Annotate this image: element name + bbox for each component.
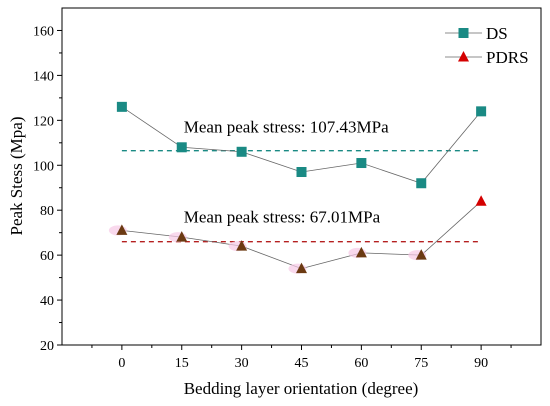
reference-lines — [121, 149, 482, 243]
y-tick-label: 40 — [40, 294, 54, 309]
y-tick-label: 140 — [33, 69, 54, 84]
x-tick-label: 15 — [175, 356, 189, 371]
x-tick-label: 90 — [474, 356, 488, 371]
point-ds — [416, 178, 427, 189]
point-ds — [476, 106, 487, 117]
point-ds — [116, 101, 127, 112]
point-pdrs — [475, 195, 487, 206]
x-tick-label: 75 — [414, 356, 428, 371]
series-markers — [108, 101, 487, 274]
point-pdrs — [296, 262, 307, 274]
y-tick-label: 100 — [33, 159, 54, 174]
legend-label-pdrs: PDRS — [486, 48, 529, 67]
point-pdrs — [116, 224, 128, 235]
y-tick-label: 20 — [40, 339, 54, 354]
x-axis-title: Bedding layer orientation (degree) — [184, 379, 419, 398]
point-ds — [356, 158, 367, 169]
mean-annotation: Mean peak stress: 67.01MPa — [184, 208, 381, 227]
x-tick-label: 0 — [118, 356, 125, 371]
x-tick-label: 45 — [295, 356, 309, 371]
legend-label-ds: DS — [486, 24, 508, 43]
x-tick-label: 60 — [354, 356, 368, 371]
legend-marker-ds — [458, 28, 469, 38]
x-axis: 0 15 30 45 60 75 90 — [91, 345, 512, 371]
point-ds — [236, 146, 247, 157]
y-tick-label: 160 — [33, 24, 54, 39]
point-pdrs — [236, 240, 248, 251]
x-tick-label: 30 — [235, 356, 249, 371]
point-pdrs — [355, 246, 367, 258]
point-ds — [296, 167, 307, 178]
annotations: Mean peak stress: 107.43MPa Mean peak str… — [184, 118, 389, 227]
y-axis-title: Peak Stess (Mpa) — [7, 117, 26, 236]
point-pdrs — [176, 231, 188, 242]
legend-marker-pdrs — [458, 51, 469, 62]
y-tick-label: 60 — [40, 249, 54, 264]
point-pdrs — [415, 249, 427, 260]
y-tick-label: 80 — [40, 204, 54, 219]
y-tick-label: 120 — [33, 114, 54, 129]
mean-annotation: Mean peak stress: 107.43MPa — [184, 118, 389, 137]
y-axis: 20 40 60 80 100 120 140 160 — [33, 24, 62, 354]
point-ds — [176, 142, 187, 153]
legend: DS PDRS — [445, 24, 529, 67]
